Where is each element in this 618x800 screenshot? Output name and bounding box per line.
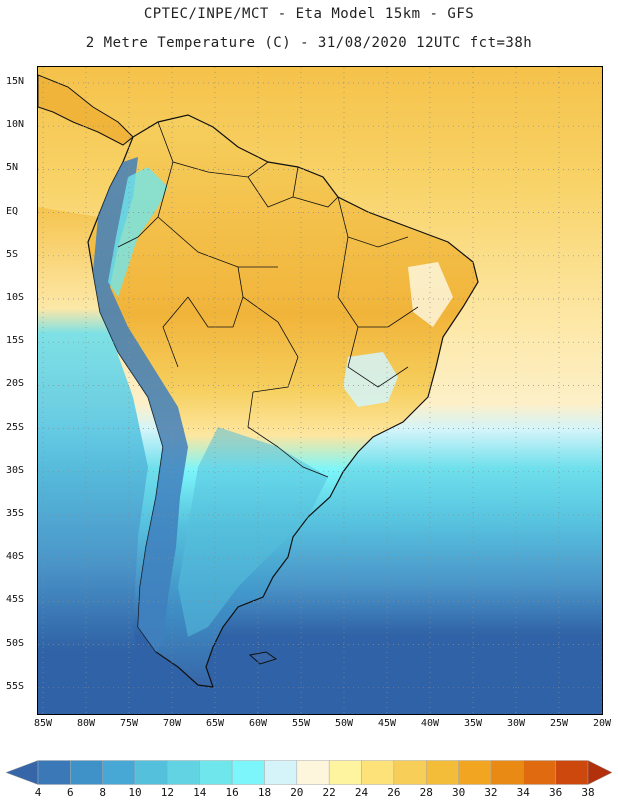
map-subtitle: 2 Metre Temperature (C) - 31/08/2020 12U… xyxy=(85,35,533,51)
latitude-label: 35S xyxy=(6,508,25,519)
longitude-label: 85W xyxy=(33,718,53,729)
colorbar-cell xyxy=(328,760,362,785)
colorbar-cell xyxy=(490,760,524,785)
country-borders xyxy=(117,121,419,478)
colorbar-tick-label: 18 xyxy=(257,786,272,799)
southern-cone-cool xyxy=(178,427,328,637)
map-canvas xyxy=(38,67,602,714)
map-graticule xyxy=(38,67,602,714)
highland-cool-patch xyxy=(343,352,398,407)
northern-andes-cool xyxy=(108,167,168,297)
latitude-label: 20S xyxy=(6,378,25,390)
colorbar-tick-label: 24 xyxy=(354,786,369,799)
latitude-label: 15N xyxy=(6,76,25,87)
longitude-label: 25W xyxy=(549,718,569,729)
colorbar-tick-label: 10 xyxy=(128,786,142,799)
longitude-label: 35W xyxy=(463,718,483,729)
colorbar-cell xyxy=(458,760,492,785)
colorbar-tick-label: 14 xyxy=(193,786,207,799)
longitude-label: 50W xyxy=(334,718,354,729)
colorbar-tick-label: 16 xyxy=(225,786,239,799)
latitude-label: 25S xyxy=(6,421,25,433)
latitude-label: 15S xyxy=(6,335,25,347)
colorbar-tick-label: 38 xyxy=(581,786,595,799)
longitude-label: 70W xyxy=(162,718,182,729)
colorbar-tick-label: 34 xyxy=(516,786,530,799)
colorbar-cell xyxy=(37,760,71,785)
colorbar-tick-label: 6 xyxy=(67,786,74,799)
colorbar-tick-label: 4 xyxy=(34,786,42,799)
colorbar-tick-label: 32 xyxy=(484,786,498,799)
colorbar-cell xyxy=(134,760,168,785)
colorbar-cell xyxy=(393,760,427,785)
latitude-label: 55S xyxy=(6,680,25,692)
latitude-label: 30S xyxy=(6,464,25,476)
pacific-field xyxy=(38,207,148,714)
longitude-label: 65W xyxy=(205,718,225,729)
colorbar-cell xyxy=(296,760,330,785)
colorbar-cell xyxy=(199,760,233,785)
falkland-islands xyxy=(248,651,278,665)
colorbar-tick-label: 26 xyxy=(387,786,401,799)
latitude-label: 5S xyxy=(6,248,19,260)
latitude-label: 45S xyxy=(6,594,25,606)
color-scale-bar xyxy=(5,760,613,785)
latitude-label: 5N xyxy=(6,162,19,174)
northeast-mild-patch xyxy=(408,262,453,327)
longitude-label: 60W xyxy=(248,718,268,729)
colorbar-cell xyxy=(70,760,103,785)
latitude-label: 40S xyxy=(6,551,25,563)
colorbar-tick-label: 28 xyxy=(419,786,433,799)
latitude-label: 10N xyxy=(6,119,25,131)
longitude-label: 40W xyxy=(420,718,440,729)
latitude-label: 50S xyxy=(6,637,25,649)
colorbar-arrow-low xyxy=(5,760,39,785)
colorbar-tick-label: 30 xyxy=(451,786,466,799)
colorbar-tick-label: 20 xyxy=(290,786,304,799)
longitude-label: 80W xyxy=(76,718,96,729)
latitude-label: 10S xyxy=(6,292,25,303)
colorbar-cell xyxy=(523,760,556,785)
colorbar-cell xyxy=(102,760,136,785)
longitude-label: 45W xyxy=(377,718,397,729)
longitude-label: 30W xyxy=(506,718,526,729)
latitude-label: EQ xyxy=(6,205,19,217)
colorbar-cell xyxy=(425,760,459,785)
colorbar-cell xyxy=(361,760,395,785)
colorbar-tick-label: 22 xyxy=(322,786,336,799)
colorbar-cell xyxy=(555,760,589,785)
colorbar-tick-label: 8 xyxy=(99,786,107,799)
colorbar-arrow-high xyxy=(587,760,613,785)
map-title: CPTEC/INPE/MCT - Eta Model 15km - GFS xyxy=(143,6,475,22)
colorbar-cell xyxy=(264,760,298,785)
colorbar-tick-label: 12 xyxy=(160,786,175,799)
colorbar-cell xyxy=(167,760,201,785)
longitude-label: 55W xyxy=(291,718,311,729)
central-america xyxy=(38,74,134,146)
longitude-label: 20W xyxy=(592,718,612,729)
colorbar-cell xyxy=(231,760,265,785)
temperature-map xyxy=(37,66,603,715)
colorbar-tick-label: 36 xyxy=(549,786,563,799)
andes-cold-zone xyxy=(93,157,188,652)
longitude-label: 75W xyxy=(119,718,139,729)
